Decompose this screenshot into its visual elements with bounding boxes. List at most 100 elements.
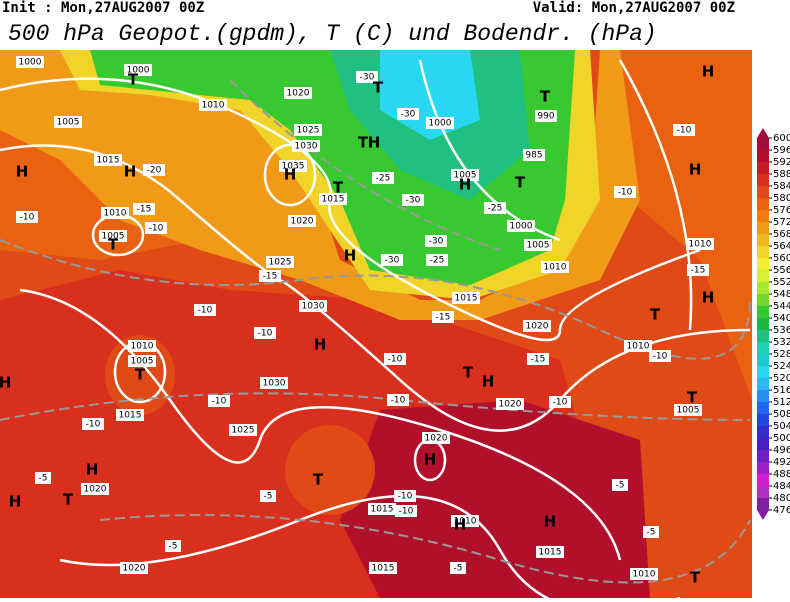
- temperature-label: -10: [653, 352, 668, 362]
- temperature-label-box: [356, 71, 378, 83]
- temperature-label-box: [381, 254, 403, 266]
- isobar-label-box: [452, 292, 480, 304]
- isobar-label-box: [128, 355, 156, 367]
- temperature-label: -10: [618, 188, 633, 198]
- isobar-label: 1015: [119, 411, 142, 421]
- color-tick-label: 556: [773, 265, 790, 276]
- isobar-label-box: [507, 220, 535, 232]
- color-bin: [757, 174, 769, 187]
- temperature-label-box: [145, 222, 167, 234]
- temperature-label-box: [397, 108, 419, 120]
- temperature-label: -30: [406, 196, 421, 206]
- isobar-label-box: [284, 87, 312, 99]
- temperature-label-box: [549, 396, 571, 408]
- isobar-label: 1010: [454, 517, 477, 527]
- temperature-label: -15: [691, 266, 706, 276]
- color-tick-label: 584: [773, 181, 790, 192]
- isobar-label-box: [124, 64, 152, 76]
- color-bin: [757, 318, 769, 331]
- pressure-center: T: [358, 134, 369, 152]
- pressure-center: H: [314, 336, 327, 354]
- color-tick-label: 528: [773, 349, 790, 360]
- color-tick-label: 488: [773, 469, 790, 480]
- temperature-label-box: [673, 124, 695, 136]
- isobar-label: 1020: [84, 485, 107, 495]
- temperature-label: -20: [147, 166, 162, 176]
- color-tick-label: 512: [773, 397, 790, 408]
- temperature-label-box: [35, 472, 51, 484]
- color-bin: [757, 210, 769, 223]
- temperature-label-box: [16, 211, 38, 223]
- isobar-label-box: [422, 432, 450, 444]
- color-tick-label: 564: [773, 241, 790, 252]
- temperature-label-box: [527, 353, 549, 365]
- temperature-label-box: [614, 186, 636, 198]
- temperature-label: -5: [454, 564, 463, 574]
- temperature-label-box: [687, 264, 709, 276]
- temperature-label-box: [254, 327, 276, 339]
- isobar-label: 1010: [104, 209, 127, 219]
- color-tick-label: 560: [773, 253, 790, 264]
- isobar-label: 990: [537, 112, 554, 122]
- temperature-label-box: [649, 350, 671, 362]
- isobar-label-box: [16, 56, 44, 68]
- temperature-label-box: [194, 304, 216, 316]
- pressure-center: H: [689, 161, 702, 179]
- pressure-center: H: [86, 461, 99, 479]
- temperature-label-box: [165, 540, 181, 552]
- isobar-label: 1015: [539, 548, 562, 558]
- pressure-center: H: [16, 163, 29, 181]
- temperature-label: -5: [169, 542, 178, 552]
- isobar-label: 1005: [131, 357, 154, 367]
- color-bin: [757, 498, 769, 511]
- isobar-label-box: [54, 116, 82, 128]
- isobar-label: 1020: [291, 217, 314, 227]
- temperature-label: -30: [360, 73, 375, 83]
- color-tick-label: 548: [773, 289, 790, 300]
- color-tick-label: 504: [773, 421, 790, 432]
- isobar-label: 1020: [123, 564, 146, 574]
- temperature-label-box: [143, 164, 165, 176]
- isobar-label: 1000: [510, 222, 533, 232]
- color-tick-label: 568: [773, 229, 790, 240]
- pressure-center: H: [284, 166, 297, 184]
- pressure-center: H: [368, 134, 381, 152]
- color-tick-label: 536: [773, 325, 790, 336]
- color-bar-bottom: [757, 510, 769, 520]
- isobar-label-box: [81, 483, 109, 495]
- temperature-label-box: [643, 526, 659, 538]
- temperature-label-box: [394, 490, 416, 502]
- temperature-label: -5: [647, 528, 656, 538]
- isobar-label: 1005: [677, 406, 700, 416]
- pressure-center: T: [463, 364, 474, 382]
- isobar-label: 1020: [499, 400, 522, 410]
- isobar-label: 985: [525, 151, 542, 161]
- isobar-label: 1030: [295, 142, 318, 152]
- color-bin: [757, 390, 769, 403]
- isobar-label-box: [674, 404, 702, 416]
- color-tick-label: 580: [773, 193, 790, 204]
- isobar-label-box: [99, 230, 127, 242]
- isobar-label-box: [260, 377, 288, 389]
- map-field: [0, 50, 752, 598]
- init-time: Init : Mon,27AUG2007 00Z: [2, 0, 204, 16]
- isobar-label-box: [451, 515, 479, 527]
- temperature-label: -15: [137, 205, 152, 215]
- temperature-label: -10: [553, 398, 568, 408]
- pressure-center: H: [544, 513, 557, 531]
- temperature-label-box: [133, 203, 155, 215]
- isobar-label-box: [229, 424, 257, 436]
- isobar-label-box: [451, 169, 479, 181]
- temperature-label: -10: [388, 355, 403, 365]
- pressure-center: H: [344, 247, 357, 265]
- temperature-label-box: [484, 202, 506, 214]
- pressure-center: T: [313, 471, 324, 489]
- isobar-label: 1015: [371, 505, 394, 515]
- isobar-label-box: [523, 149, 545, 161]
- color-bin: [757, 306, 769, 319]
- color-tick-label: 520: [773, 373, 790, 384]
- temperature-label: -25: [430, 256, 445, 266]
- temperature-label: -10: [258, 329, 273, 339]
- color-tick-label: 524: [773, 361, 790, 372]
- isobar-label-box: [319, 193, 347, 205]
